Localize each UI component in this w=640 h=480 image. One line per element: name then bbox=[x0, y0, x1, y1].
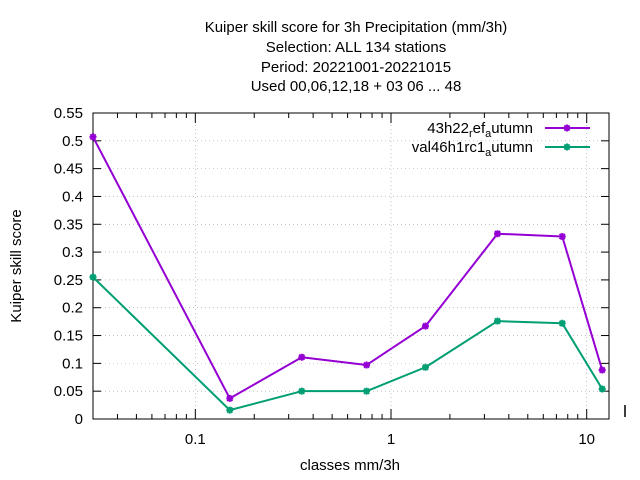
y-tick-label: 0.2 bbox=[62, 300, 83, 317]
series-2-point bbox=[363, 387, 371, 395]
y-tick-label: 0.35 bbox=[54, 216, 83, 233]
series-1-point bbox=[598, 366, 606, 374]
y-tick-label: 0.05 bbox=[54, 383, 83, 400]
series-2-line bbox=[92, 276, 604, 412]
y-tick-label: 0.15 bbox=[54, 328, 83, 345]
series-2-point bbox=[493, 317, 501, 325]
plot-frame bbox=[92, 112, 610, 420]
series-2-point bbox=[421, 363, 429, 371]
x-tick-label: 10 bbox=[578, 431, 595, 448]
y-tick-labels: 0 0.05 0.1 0.15 0.2 0.25 0.3 0.35 0.4 0.45 0.5 0.55 bbox=[54, 105, 83, 428]
series-group bbox=[89, 133, 606, 414]
x-axis-label: classes mm/3h bbox=[300, 457, 400, 474]
title-line-1: Kuiper skill score for 3h Precipitation … bbox=[205, 19, 508, 36]
y-tick-label: 0.55 bbox=[54, 105, 83, 122]
series-2-point bbox=[298, 387, 306, 395]
y-tick-label: 0.25 bbox=[54, 272, 83, 289]
legend-entry-2-label: val46h1rc1autumn bbox=[412, 139, 533, 159]
chart-title: Kuiper skill score for 3h Precipitation … bbox=[205, 19, 508, 95]
y-tick-label: 0.5 bbox=[62, 133, 83, 150]
series-2-point bbox=[558, 319, 566, 327]
legend-entry-2-marker bbox=[563, 143, 571, 151]
title-line-2: Selection: ALL 134 stations bbox=[266, 39, 446, 56]
series-1-point bbox=[298, 353, 306, 361]
legend-entry-1-marker bbox=[563, 124, 571, 132]
legend: 43h22refautumn val46h1rc1autumn bbox=[412, 120, 590, 159]
series-1-point bbox=[89, 133, 97, 141]
x-tick-label: 0.1 bbox=[185, 431, 206, 448]
series-1-point bbox=[226, 394, 234, 402]
y-tick-label: 0.4 bbox=[62, 188, 83, 205]
series-1-point bbox=[363, 361, 371, 369]
y-tick-label: 0.1 bbox=[62, 355, 83, 372]
series-2-point bbox=[598, 385, 606, 393]
axis-ticks bbox=[93, 112, 609, 420]
y-axis-label: Kuiper skill score bbox=[8, 209, 25, 322]
series-1-line bbox=[92, 136, 604, 400]
title-line-3: Period: 20221001-20221015 bbox=[261, 59, 451, 76]
title-line-4: Used 00,06,12,18 + 03 06 ... 48 bbox=[251, 78, 462, 95]
x-tick-labels: 0.1 1 10 bbox=[185, 431, 595, 448]
series-1-point bbox=[558, 233, 566, 241]
series-2-point bbox=[226, 406, 234, 414]
y-tick-label: 0 bbox=[75, 411, 83, 428]
legend-entry-1-label: 43h22refautumn bbox=[427, 120, 533, 140]
y-tick-label: 0.45 bbox=[54, 161, 83, 178]
series-1-point bbox=[421, 322, 429, 330]
series-1-point bbox=[493, 230, 501, 238]
series-2-point bbox=[89, 273, 97, 281]
y-tick-label: 0.3 bbox=[62, 244, 83, 261]
grid bbox=[93, 113, 609, 419]
x-tick-label: 1 bbox=[387, 431, 395, 448]
